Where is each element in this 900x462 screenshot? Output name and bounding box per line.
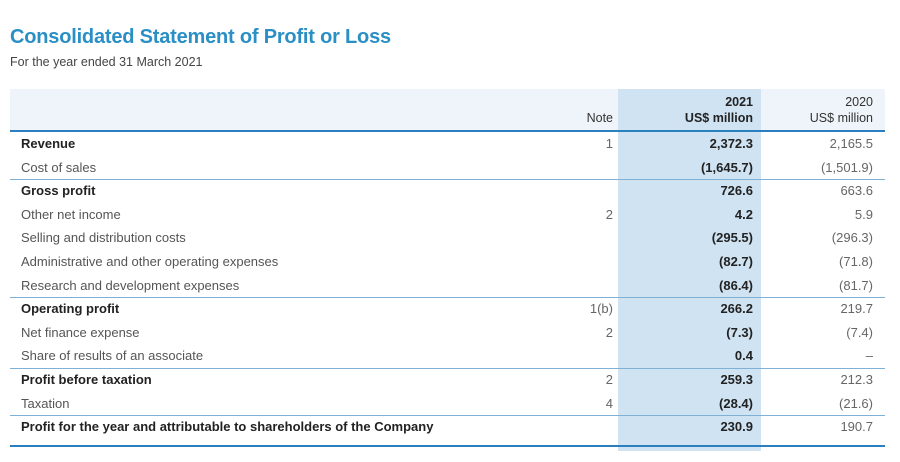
table-row: Cost of sales (1,645.7) (1,501.9) [10, 156, 885, 180]
row-label: Profit for the year and attributable to … [21, 419, 434, 435]
row-label: Share of results of an associate [21, 348, 204, 364]
row-label: Taxation [21, 395, 70, 411]
row-value-2020: 5.9 [854, 206, 873, 222]
header-rule [10, 130, 885, 132]
row-note: 2 [605, 372, 613, 387]
table-row: Selling and distribution costs (295.5) (29… [10, 226, 885, 250]
header-2020-year: 2020 [845, 95, 873, 109]
row-value-2020: 663.6 [840, 183, 873, 199]
row-label: Other net income [21, 206, 121, 222]
row-value-2021: 0.4 [734, 348, 753, 364]
header-2020-unit: US$ million [809, 111, 873, 125]
table-row: Revenue 1 2,372.3 2,165.5 [10, 132, 885, 156]
row-value-2020: (1,501.9) [820, 159, 873, 175]
row-label: Profit before taxation [21, 372, 152, 387]
row-value-2020: 219.7 [840, 301, 873, 317]
table-row: Profit for the year and attributable to … [10, 415, 885, 439]
row-note: 1 [605, 136, 613, 151]
row-label: Administrative and other operating expen… [21, 254, 279, 269]
row-label: Selling and distribution costs [21, 230, 186, 246]
row-value-2020: (21.6) [839, 395, 873, 411]
bottom-rule [10, 445, 885, 447]
table-row: Gross profit 726.6 663.6 [10, 179, 885, 203]
row-value-2020: (7.4) [846, 324, 873, 340]
row-label: Cost of sales [21, 159, 97, 175]
row-value-2020: (81.7) [839, 277, 873, 293]
profit-loss-table: Note 2021 US$ million 2020 US$ million R… [10, 89, 885, 451]
row-value-2020: (71.8) [839, 254, 873, 269]
row-value-2021: (295.5) [711, 230, 753, 246]
table-row: Operating profit 1(b) 266.2 219.7 [10, 297, 885, 321]
row-value-2021: (28.4) [719, 395, 753, 411]
row-label: Research and development expenses [21, 277, 240, 293]
row-value-2021: 4.2 [734, 206, 753, 222]
row-value-2020: 212.3 [840, 372, 873, 387]
row-label: Net finance expense [21, 324, 140, 340]
row-value-2021: 259.3 [720, 372, 753, 387]
page-title: Consolidated Statement of Profit or Loss [10, 26, 391, 48]
table-row: Other net income 2 4.2 5.9 [10, 203, 885, 227]
page-subtitle: For the year ended 31 March 2021 [10, 55, 203, 69]
header-note: Note [586, 111, 613, 125]
row-value-2021: (1,645.7) [700, 159, 753, 175]
column-2021-highlight [618, 89, 761, 451]
header-2021-unit: US$ million [684, 111, 753, 125]
row-label: Gross profit [21, 183, 96, 199]
table-row: Share of results of an associate 0.4 – [10, 344, 885, 368]
row-value-2021: 266.2 [720, 301, 753, 317]
row-note: 2 [605, 206, 613, 222]
row-value-2020: 2,165.5 [829, 136, 873, 151]
row-value-2020: – [865, 348, 873, 364]
row-value-2021: (86.4) [719, 277, 753, 293]
table-row: Profit before taxation 2 259.3 212.3 [10, 368, 885, 392]
row-note: 1(b) [589, 301, 613, 317]
row-value-2021: (82.7) [719, 254, 753, 269]
table-row: Research and development expenses (86.4) (… [10, 274, 885, 298]
row-label: Revenue [21, 136, 76, 151]
row-value-2020: 190.7 [840, 419, 873, 435]
table-row: Taxation 4 (28.4) (21.6) [10, 392, 885, 416]
row-value-2020: (296.3) [831, 230, 873, 246]
row-value-2021: 726.6 [720, 183, 753, 199]
row-value-2021: (7.3) [726, 324, 753, 340]
row-value-2021: 2,372.3 [709, 136, 753, 151]
row-note: 2 [605, 324, 613, 340]
row-note: 4 [605, 395, 613, 411]
table-row: Administrative and other operating expen… [10, 250, 885, 274]
row-value-2021: 230.9 [720, 419, 753, 435]
table-row: Net finance expense 2 (7.3) (7.4) [10, 321, 885, 345]
row-label: Operating profit [21, 301, 120, 317]
header-2021-year: 2021 [725, 95, 753, 109]
